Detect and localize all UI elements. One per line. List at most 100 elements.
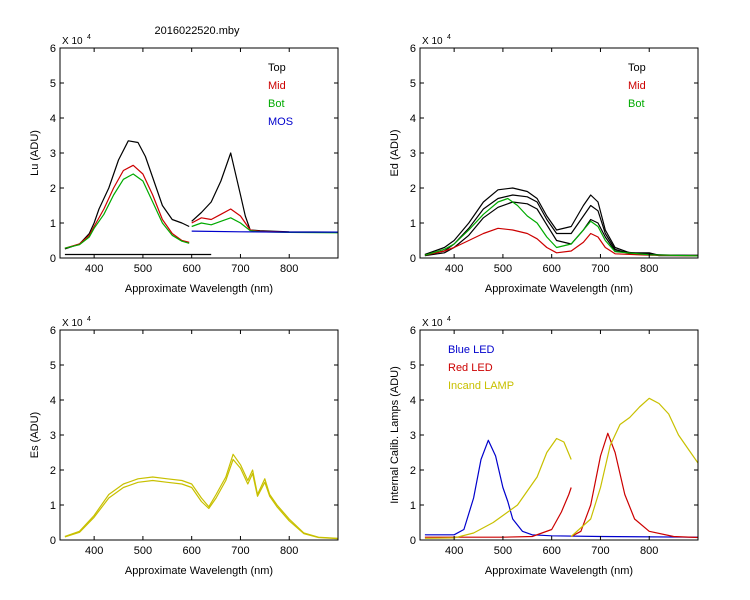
series-line-top [424,187,698,256]
y-tick-label: 5 [50,78,56,90]
y-tick-label: 4 [50,395,56,407]
y-tick-label: 3 [50,148,56,160]
x-tick-label: 500 [134,545,152,557]
x-tick-label: 500 [494,545,512,557]
y-tick-label: 6 [410,325,416,337]
y-multiplier: X 10 [62,36,83,47]
legend-entry-mid: Mid [268,80,286,92]
y-tick-label: 3 [410,430,416,442]
series-line-incand-lamp [570,397,698,537]
series-line-incand-lamp [424,437,572,539]
chart-panel-ed: 400 500 600 700 800 0 1 2 3 4 5 6 X 10 4 Approximate W… [389,34,699,295]
x-tick-label: 500 [134,263,152,275]
y-tick-label: 1 [410,218,416,230]
y-tick-label: 0 [50,253,56,265]
y-tick-label: 2 [410,465,416,477]
y-axis-label: Es (ADU) [29,412,41,458]
y-tick-label: 2 [50,183,56,195]
y-multiplier-exponent: 4 [447,316,451,323]
x-tick-label: 800 [640,545,658,557]
x-axis-label: Approximate Wavelength (nm) [485,283,633,295]
series-line-es [64,458,338,540]
y-tick-label: 5 [50,360,56,372]
plot-lines [424,397,698,539]
legend-entry-top: Top [268,62,286,74]
y-tick-label: 5 [410,360,416,372]
y-multiplier: X 10 [62,318,83,329]
x-tick-label: 800 [280,263,298,275]
series-line-top [424,201,698,257]
series-line-mos [191,230,338,233]
plot-lines [64,140,338,256]
series-line-mid [191,208,338,233]
legend-entry-blue-led: Blue LED [448,344,495,356]
y-tick-label: 5 [410,78,416,90]
chart-panel-lamps: 400 500 600 700 800 0 1 2 3 4 5 6 X 10 4 Approximate W… [389,316,699,577]
x-axis-label: Approximate Wavelength (nm) [125,283,273,295]
x-tick-label: 400 [85,545,103,557]
plot-frame [59,329,339,541]
series-line-top [64,140,190,250]
x-tick-label: 500 [494,263,512,275]
plot-frame [419,47,699,259]
x-tick-label: 700 [231,263,249,275]
x-tick-label: 700 [231,545,249,557]
series-line-bot [64,173,190,249]
legend-entry-top: Top [628,62,646,74]
legend-entry-incand-lamp: Incand LAMP [448,380,514,392]
series-line-es [64,453,338,539]
plot-frame [59,47,339,259]
legend-entry-mos: MOS [268,116,293,128]
y-tick-label: 0 [410,535,416,547]
series-line-blue-led [424,439,698,538]
x-tick-label: 700 [591,263,609,275]
y-tick-label: 0 [50,535,56,547]
x-tick-label: 800 [280,545,298,557]
plot-lines [424,187,698,257]
y-multiplier: X 10 [422,36,443,47]
y-tick-label: 2 [410,183,416,195]
y-tick-label: 1 [50,218,56,230]
legend-entry-bot: Bot [268,98,285,110]
series-line-top [191,152,338,233]
x-tick-label: 400 [445,263,463,275]
y-multiplier-exponent: 4 [447,34,451,41]
legend-entry-red-led: Red LED [448,362,493,374]
x-tick-label: 700 [591,545,609,557]
y-tick-label: 3 [410,148,416,160]
x-axis-label: Approximate Wavelength (nm) [485,565,633,577]
y-multiplier-exponent: 4 [87,316,91,323]
x-tick-label: 600 [543,545,561,557]
y-tick-label: 4 [50,113,56,125]
y-tick-label: 1 [410,500,416,512]
legend-entry-bot: Bot [628,98,645,110]
y-tick-label: 3 [50,430,56,442]
y-tick-label: 6 [50,325,56,337]
series-line-bot [424,197,698,257]
y-tick-label: 6 [50,43,56,55]
x-tick-label: 400 [445,545,463,557]
y-tick-label: 4 [410,113,416,125]
y-tick-label: 4 [410,395,416,407]
legend-entry-mid: Mid [628,80,646,92]
y-axis-label: Internal Calib. Lamps (ADU) [389,366,401,504]
series-line-red-led [424,487,572,538]
y-tick-label: 1 [50,500,56,512]
chart-panel-lu: 400 500 600 700 800 0 1 2 3 4 5 6 X 10 4 Approximate W… [29,34,339,295]
y-axis-label: Lu (ADU) [29,130,41,176]
y-multiplier-exponent: 4 [87,34,91,41]
chart-panel-es: 400 500 600 700 800 0 1 2 3 4 5 6 X 10 4 Approximate W… [29,316,339,577]
y-tick-label: 6 [410,43,416,55]
y-tick-label: 2 [50,465,56,477]
x-tick-label: 400 [85,263,103,275]
y-axis-label: Ed (ADU) [389,129,401,176]
x-axis-label: Approximate Wavelength (nm) [125,565,273,577]
plot-lines [64,453,338,540]
x-tick-label: 600 [183,263,201,275]
x-tick-label: 600 [543,263,561,275]
series-line-red-led [570,432,698,539]
figure-title: 2016022520.mby [154,25,240,37]
series-line-mid [64,164,190,249]
series-line-mid [424,227,698,257]
y-multiplier: X 10 [422,318,443,329]
